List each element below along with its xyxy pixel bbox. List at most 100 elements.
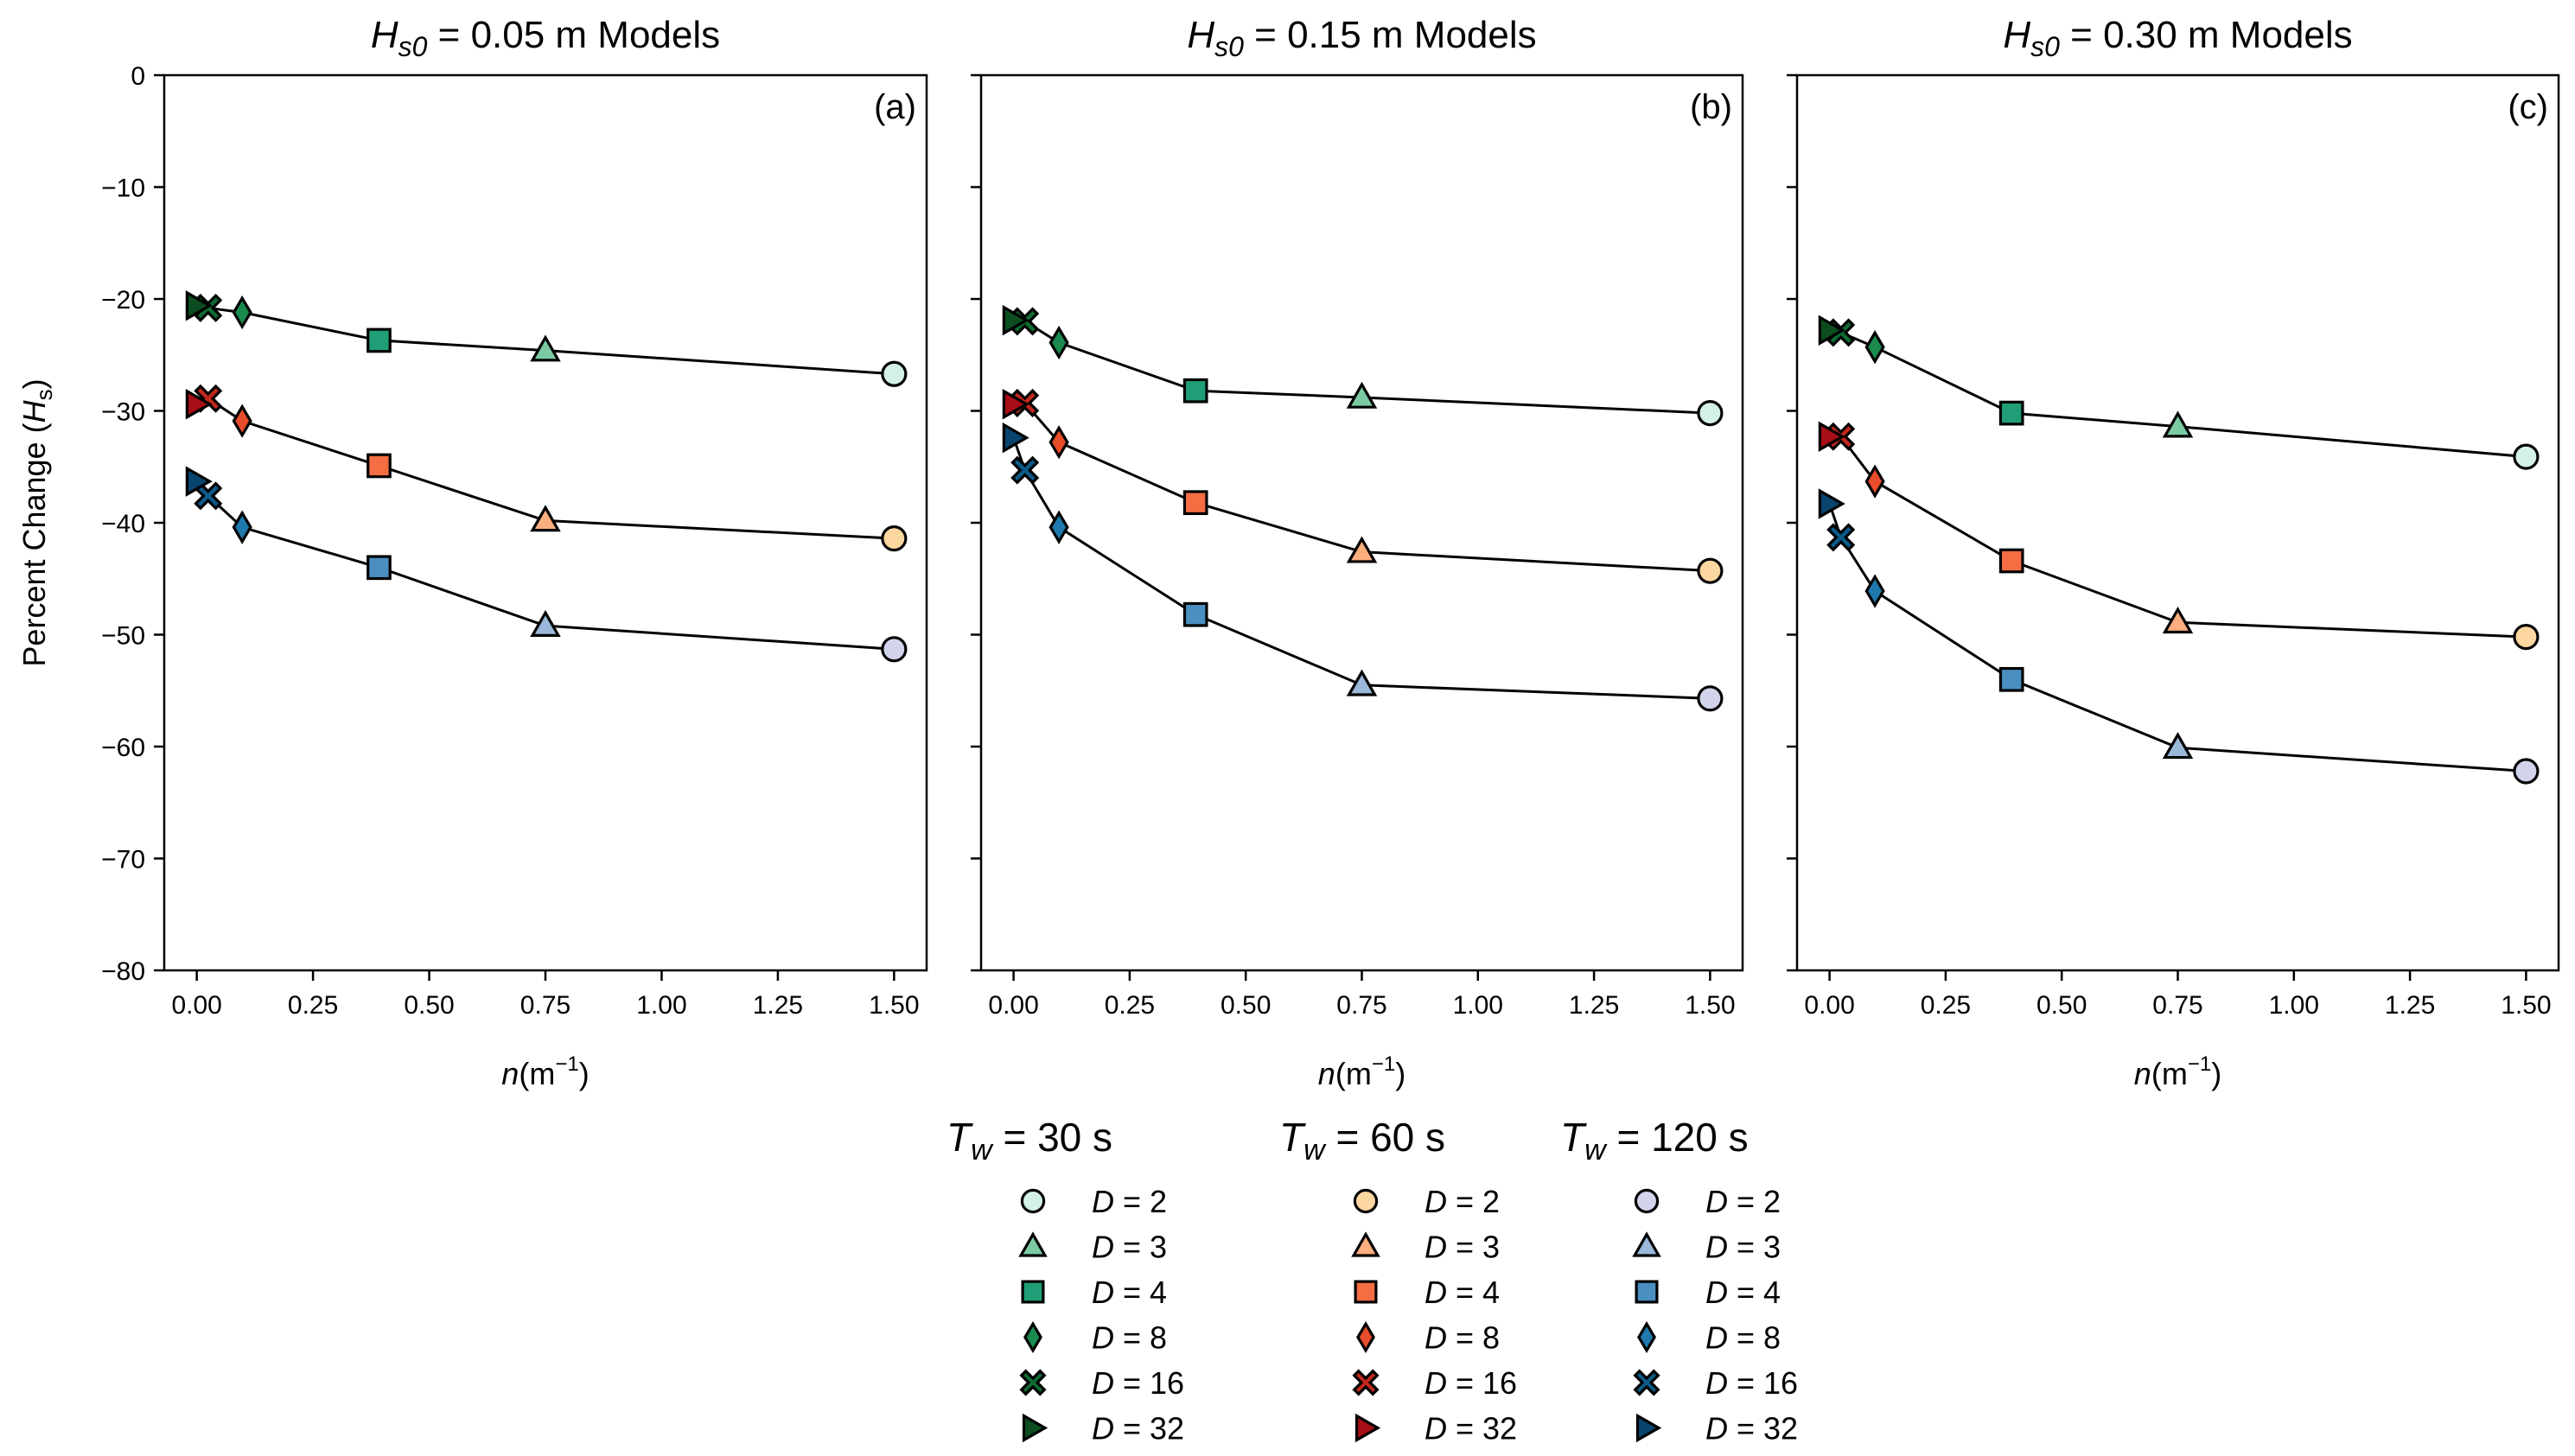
x-tick-label: 1.00 xyxy=(636,991,686,1020)
x-tick-label: 0.25 xyxy=(1921,991,1971,1020)
y-axis-label: Percent Change (Hs) xyxy=(16,378,57,666)
data-point xyxy=(1697,557,1724,584)
legend-group: Tw = 120 s D = 2 D = 3 D = 4 D = 8 D = 16 D = … xyxy=(1560,1115,1798,1446)
x-tick-label: 0.50 xyxy=(2036,991,2087,1020)
panel-tag: (b) xyxy=(1690,88,1732,126)
x-tick-label: 1.50 xyxy=(2501,991,2551,1020)
data-point xyxy=(1998,400,2024,426)
data-point xyxy=(232,295,252,330)
data-point xyxy=(366,453,392,479)
data-point xyxy=(194,481,223,511)
legend-marker xyxy=(1351,1231,1380,1257)
legend-marker xyxy=(1021,1280,1045,1304)
data-point xyxy=(1182,378,1208,404)
legend-marker xyxy=(1023,1320,1042,1354)
data-point xyxy=(1048,325,1069,360)
legend-label: D = 32 xyxy=(1705,1411,1798,1446)
x-axis-label: n(m−1) xyxy=(501,1052,589,1091)
data-point xyxy=(1818,421,1845,453)
x-tick-label: 0.50 xyxy=(1221,991,1271,1020)
data-point xyxy=(185,290,213,321)
x-tick-label: 0.00 xyxy=(988,991,1038,1020)
legend-title: Tw = 120 s xyxy=(1560,1115,1749,1167)
data-point xyxy=(2513,623,2540,651)
x-tick-label: 0.75 xyxy=(520,991,570,1020)
legend-label: D = 8 xyxy=(1705,1320,1781,1356)
legend-marker xyxy=(1637,1320,1656,1354)
chart-panel-b: 0.00 0.25 0.50 0.75 1.00 1.25 1.50 Hs0 = 0.15 m… xyxy=(971,14,1744,1091)
y-tick-label: −40 xyxy=(101,510,145,538)
legend-marker xyxy=(1356,1320,1375,1354)
chart-panel-a: 0 −10 −20 −30 −40 −50 −60 −70 −80 0.00 0.25 0.50 0.7… xyxy=(101,14,928,1091)
plot-frame xyxy=(979,73,1744,972)
legend-title: Tw = 60 s xyxy=(1279,1115,1445,1167)
legend-label: D = 4 xyxy=(1092,1275,1167,1310)
data-point xyxy=(2513,443,2540,470)
series-line xyxy=(1828,503,2527,773)
panel-title: Hs0 = 0.30 m Models xyxy=(2003,14,2352,62)
legend-marker xyxy=(1354,1280,1378,1304)
x-tick-label: 1.00 xyxy=(2269,991,2319,1020)
x-axis-label: n(m−1) xyxy=(1318,1052,1405,1091)
x-tick-label: 1.50 xyxy=(1685,991,1735,1020)
panel-tag: (c) xyxy=(2508,88,2548,126)
legend-title: Tw = 30 s xyxy=(947,1115,1112,1167)
y-tick-label: −60 xyxy=(101,734,145,762)
y-tick-label: −50 xyxy=(101,622,145,651)
x-tick-label: 0.25 xyxy=(1105,991,1155,1020)
data-point xyxy=(2162,607,2194,634)
panel-title: Hs0 = 0.05 m Models xyxy=(371,14,720,62)
plot-frame xyxy=(1795,73,2560,972)
x-tick-label: 1.50 xyxy=(869,991,919,1020)
x-tick-label: 0.50 xyxy=(404,991,454,1020)
data-point xyxy=(1697,399,1724,427)
series-line xyxy=(1829,328,2527,459)
data-point xyxy=(1697,685,1724,712)
data-point xyxy=(1818,315,1845,347)
data-point xyxy=(366,327,392,353)
legend-label: D = 4 xyxy=(1705,1275,1781,1310)
legend-marker xyxy=(1352,1369,1380,1396)
data-point xyxy=(185,466,213,497)
x-tick-label: 1.25 xyxy=(753,991,803,1020)
legend-label: D = 16 xyxy=(1425,1365,1517,1401)
data-point xyxy=(1010,455,1040,485)
data-point xyxy=(881,525,908,552)
legend-label: D = 2 xyxy=(1705,1184,1781,1219)
y-tick-label: 0 xyxy=(131,62,145,91)
data-point xyxy=(1346,669,1378,696)
x-tick-label: 1.25 xyxy=(1569,991,1619,1020)
data-point xyxy=(530,609,561,637)
legend-marker xyxy=(1634,1188,1660,1214)
x-tick-label: 0.75 xyxy=(1336,991,1386,1020)
panel-title: Hs0 = 0.15 m Models xyxy=(1187,14,1536,62)
x-tick-label: 1.00 xyxy=(1453,991,1503,1020)
x-tick-label: 0.75 xyxy=(2152,991,2202,1020)
legend-label: D = 2 xyxy=(1425,1184,1500,1219)
x-tick-label: 0.00 xyxy=(171,991,221,1020)
data-point xyxy=(1818,488,1845,519)
data-point xyxy=(530,334,561,362)
data-point xyxy=(1864,464,1885,499)
data-point xyxy=(232,510,252,544)
data-point xyxy=(1998,666,2024,692)
legend-group: Tw = 60 s D = 2 D = 3 D = 4 D = 8 D = 16 D = 3… xyxy=(1279,1115,1517,1446)
data-point xyxy=(1346,381,1378,409)
data-point xyxy=(530,505,561,532)
data-point xyxy=(1826,523,1856,552)
data-point xyxy=(2162,732,2194,760)
data-point xyxy=(232,404,252,438)
legend-label: D = 3 xyxy=(1092,1230,1167,1265)
legend-label: D = 3 xyxy=(1425,1230,1500,1265)
legend-label: D = 2 xyxy=(1092,1184,1167,1219)
data-point xyxy=(1002,304,1029,336)
series-line xyxy=(1012,437,1711,700)
legend-label: D = 3 xyxy=(1705,1230,1781,1265)
panel-tag: (a) xyxy=(874,88,916,126)
data-point xyxy=(881,636,908,663)
legend-label: D = 32 xyxy=(1092,1411,1184,1446)
data-point xyxy=(366,555,392,581)
legend-label: D = 8 xyxy=(1092,1320,1167,1356)
data-point xyxy=(1182,490,1208,516)
data-point xyxy=(2162,410,2194,438)
